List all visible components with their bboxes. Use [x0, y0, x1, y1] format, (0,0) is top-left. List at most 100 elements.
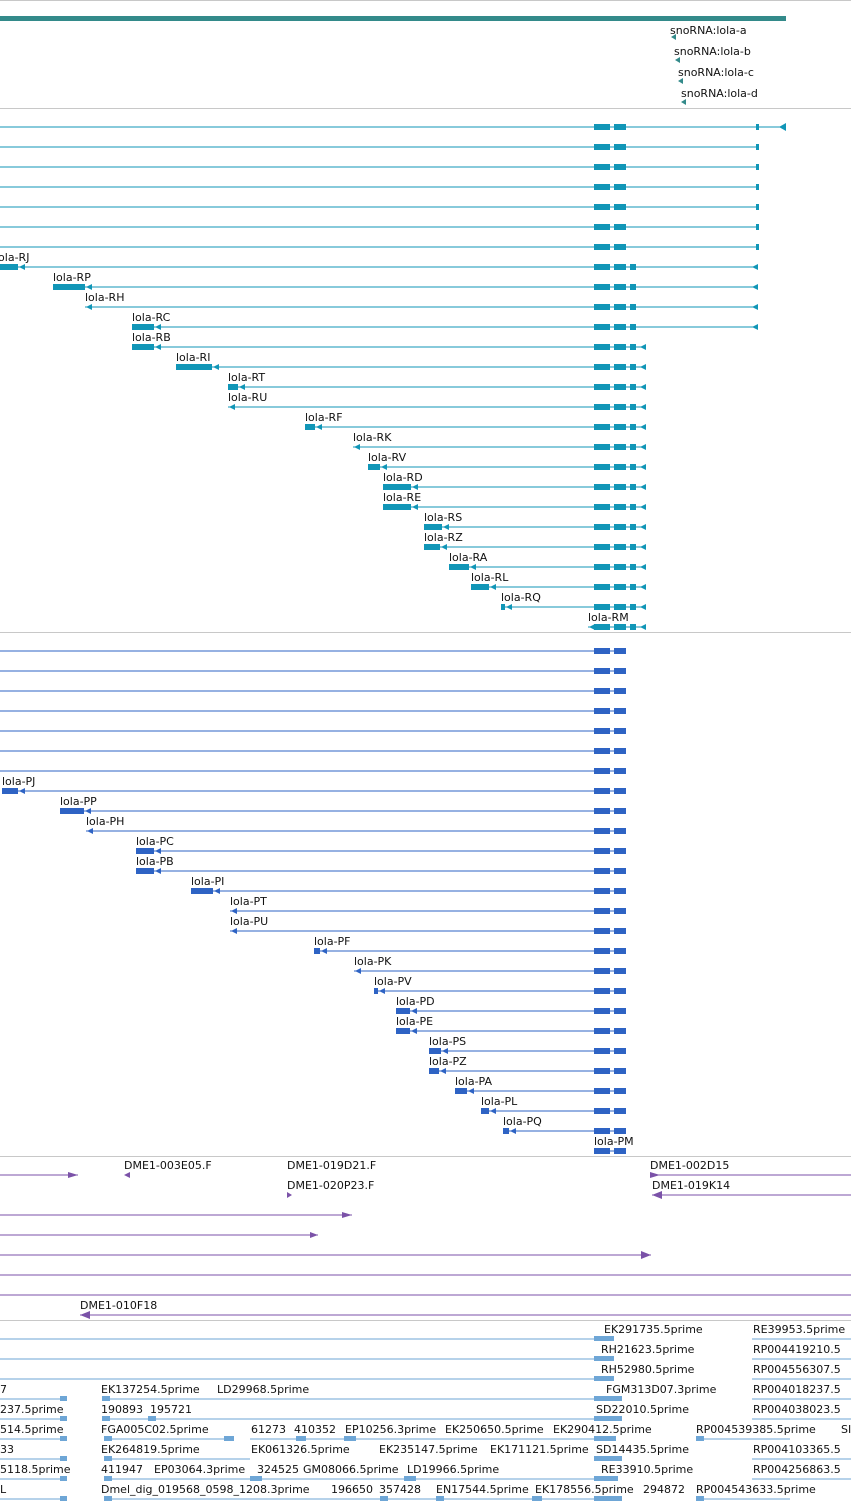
est-label[interactable]: 196650: [331, 1483, 373, 1496]
est-label[interactable]: EP10256.3prime: [345, 1423, 436, 1436]
est-label[interactable]: EK137254.5prime: [101, 1383, 200, 1396]
snorna-feature[interactable]: snoRNA:lola-d: [681, 87, 758, 105]
clone-feature[interactable]: [0, 1172, 78, 1178]
transcript-row[interactable]: [132, 324, 758, 330]
transcript-row[interactable]: [85, 304, 758, 310]
est-label[interactable]: 410352: [294, 1423, 336, 1436]
transcript-row[interactable]: [132, 344, 646, 350]
transcript-row[interactable]: [396, 1028, 626, 1034]
transcript-row[interactable]: [424, 544, 646, 550]
est-label[interactable]: 514.5prime: [0, 1423, 64, 1436]
est-label[interactable]: RP004018237.5: [753, 1383, 841, 1396]
gene-span-bar[interactable]: [0, 16, 786, 21]
est-label[interactable]: 357428: [379, 1483, 421, 1496]
transcript-row[interactable]: [449, 564, 646, 570]
clone-feature[interactable]: DME1-003E05.F: [124, 1159, 212, 1178]
est-label[interactable]: RP004419210.5: [753, 1343, 841, 1356]
est-label[interactable]: GM08066.5prime: [303, 1463, 399, 1476]
est-label[interactable]: FGA005C02.5prime: [101, 1423, 209, 1436]
est-label[interactable]: FGM313D07.3prime: [606, 1383, 717, 1396]
est-label[interactable]: 33: [0, 1443, 14, 1456]
est-label[interactable]: RH52980.5prime: [601, 1363, 695, 1376]
transcript-row[interactable]: [136, 868, 626, 874]
transcript-row[interactable]: [176, 364, 646, 370]
est-label[interactable]: LD29968.5prime: [217, 1383, 309, 1396]
transcript-row[interactable]: [191, 888, 626, 894]
clone-feature[interactable]: DME1-019D21.F DME1-020P23.F: [287, 1159, 376, 1198]
est-label[interactable]: L: [0, 1483, 7, 1496]
transcript-row[interactable]: [471, 584, 646, 590]
transcript-row[interactable]: [60, 808, 626, 814]
transcript-row[interactable]: [228, 384, 646, 390]
transcript-row[interactable]: [354, 968, 626, 974]
transcript-row[interactable]: [481, 1108, 626, 1114]
est-label[interactable]: 294872: [643, 1483, 685, 1496]
est-label[interactable]: 195721: [150, 1403, 192, 1416]
transcript-row[interactable]: [594, 1148, 626, 1154]
est-label[interactable]: EK291735.5prime: [604, 1323, 703, 1336]
transcript-row[interactable]: [86, 828, 626, 834]
est-label[interactable]: RH21623.5prime: [601, 1343, 695, 1356]
transcript-row[interactable]: [53, 284, 758, 290]
est-label[interactable]: RP004103365.5: [753, 1443, 841, 1456]
est-label[interactable]: 61273: [251, 1423, 286, 1436]
transcript-row[interactable]: [230, 908, 626, 914]
est-label[interactable]: EP03064.3prime: [154, 1463, 245, 1476]
transcript-row[interactable]: [314, 948, 626, 954]
est-label[interactable]: 7: [0, 1383, 7, 1396]
transcript-row[interactable]: [424, 524, 646, 530]
est-label[interactable]: EK250650.5prime: [445, 1423, 544, 1436]
snorna-feature[interactable]: snoRNA:lola-c: [678, 66, 754, 84]
est-label[interactable]: 324525: [257, 1463, 299, 1476]
transcript-row[interactable]: [228, 404, 646, 410]
clone-feature[interactable]: DME1-019K14: [652, 1179, 851, 1199]
transcript-row[interactable]: [383, 484, 646, 490]
est-label[interactable]: RP004256863.5: [753, 1463, 841, 1476]
snorna-feature[interactable]: snoRNA:lola-a: [670, 24, 747, 40]
est-label[interactable]: 190893: [101, 1403, 143, 1416]
est-label[interactable]: EK290412.5prime: [553, 1423, 652, 1436]
transcript-row[interactable]: [353, 444, 646, 450]
est-label[interactable]: EK235147.5prime: [379, 1443, 478, 1456]
transcript-row[interactable]: [429, 1048, 626, 1054]
est-label[interactable]: LD19966.5prime: [407, 1463, 499, 1476]
transcript-row[interactable]: [305, 424, 646, 430]
transcript-row[interactable]: [396, 1008, 626, 1014]
transcript-row[interactable]: [501, 604, 646, 610]
transcript-row[interactable]: [503, 1128, 626, 1134]
snorna-feature[interactable]: snoRNA:lola-b: [674, 45, 751, 63]
est-label[interactable]: EK061326.5prime: [251, 1443, 350, 1456]
est-label[interactable]: EK264819.5prime: [101, 1443, 200, 1456]
est-label[interactable]: RE33910.5prime: [601, 1463, 693, 1476]
est-label[interactable]: RP004556307.5: [753, 1363, 841, 1376]
est-label[interactable]: 411947: [101, 1463, 143, 1476]
transcript-row[interactable]: [136, 848, 626, 854]
transcript-row[interactable]: [429, 1068, 626, 1074]
est-label[interactable]: SD14435.5prime: [596, 1443, 689, 1456]
est-label[interactable]: EN17544.5prime: [436, 1483, 529, 1496]
est-label[interactable]: 5118.5prime: [0, 1463, 71, 1476]
est-label[interactable]: SI: [841, 1423, 851, 1436]
est-label[interactable]: 237.5prime: [0, 1403, 64, 1416]
est-label[interactable]: RP004038023.5: [753, 1403, 841, 1416]
transcript-row[interactable]: [230, 928, 626, 934]
transcript-row[interactable]: [374, 988, 626, 994]
transcript-row[interactable]: [368, 464, 646, 470]
transcript-row[interactable]: [588, 624, 646, 630]
est-label[interactable]: SD22010.5prime: [596, 1403, 689, 1416]
transcript-row[interactable]: [455, 1088, 626, 1094]
transcript-row[interactable]: [2, 788, 626, 794]
clone-feature[interactable]: DME1-002D15: [650, 1159, 851, 1178]
transcript-row[interactable]: [383, 504, 646, 510]
est-label[interactable]: EK178556.5prime: [535, 1483, 634, 1496]
est-label[interactable]: RE39953.5prime: [753, 1323, 845, 1336]
clone-feature[interactable]: [0, 1232, 318, 1238]
transcript-row[interactable]: [0, 264, 758, 270]
est-label[interactable]: EK171121.5prime: [490, 1443, 589, 1456]
est-label[interactable]: RP004543633.5prime: [696, 1483, 816, 1496]
clone-feature[interactable]: [0, 1212, 352, 1218]
est-label[interactable]: Dmel_dig_019568_0598_1208.3prime: [101, 1483, 310, 1496]
clone-feature[interactable]: [0, 1251, 651, 1259]
est-label[interactable]: RP004539385.5prime: [696, 1423, 816, 1436]
clone-feature[interactable]: DME1-010F18: [80, 1299, 851, 1319]
